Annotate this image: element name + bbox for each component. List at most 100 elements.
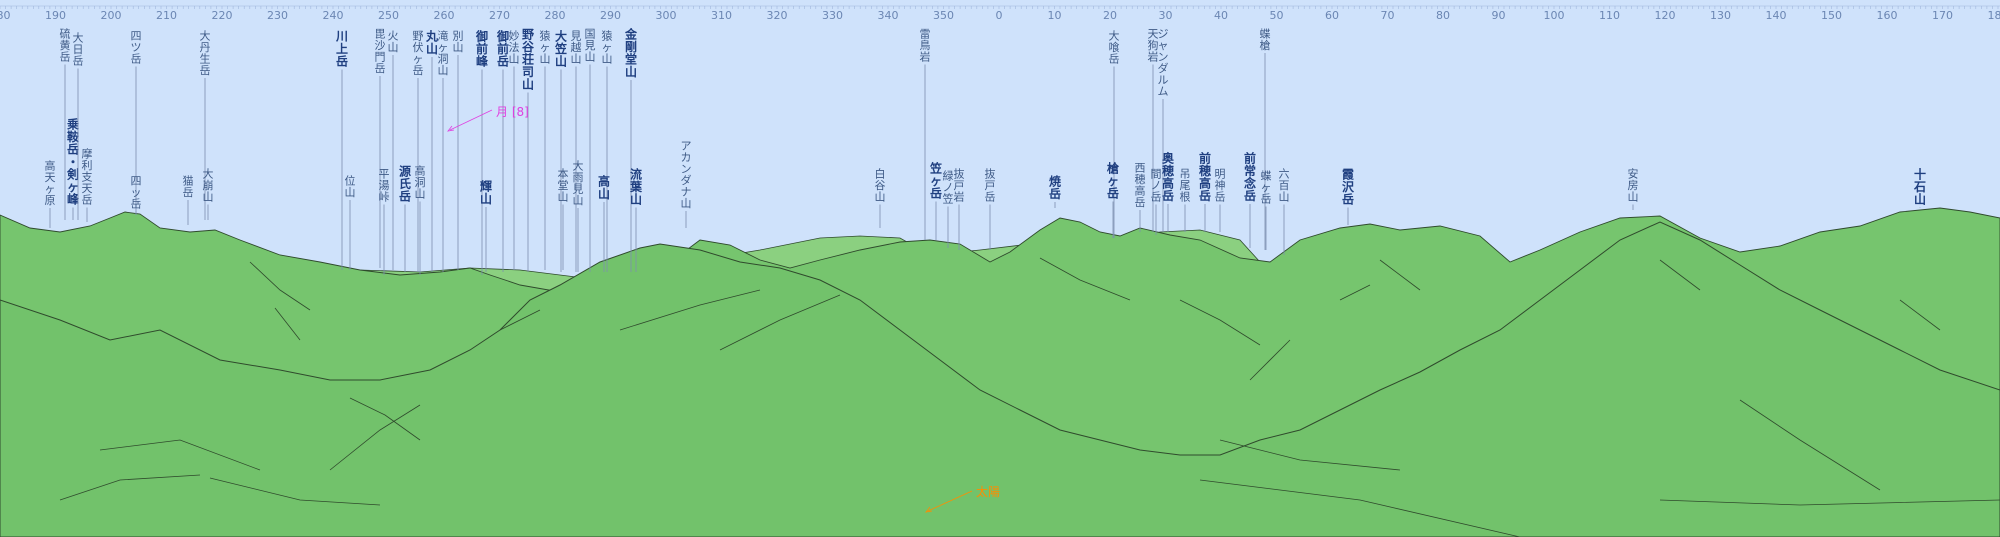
compass-tick-label: 280 xyxy=(545,9,566,22)
moon-marker: 月 [8] xyxy=(447,105,529,132)
compass-tick-label: 120 xyxy=(1655,9,1676,22)
compass-tick-label: 80 xyxy=(1436,9,1450,22)
peak-label: 高天ヶ原 xyxy=(45,159,56,208)
peak-label: 乗鞍岳・剣ヶ峰 xyxy=(66,118,80,207)
compass-tick-label: 330 xyxy=(822,9,843,22)
compass-tick-label: 50 xyxy=(1270,9,1284,22)
compass-tick-label: 290 xyxy=(600,9,621,22)
peak-label: 十石山 xyxy=(1913,167,1926,207)
peak-label: 天狗岩 xyxy=(1148,28,1159,64)
peak-label: 吊尾根 xyxy=(1180,168,1191,204)
compass-tick-label: 130 xyxy=(1710,9,1731,22)
compass-tick-label: 0 xyxy=(996,9,1003,22)
peak-label: 国見山 xyxy=(585,28,596,64)
compass-tick-label: 220 xyxy=(212,9,233,22)
peak-label: 見越山 xyxy=(571,30,582,66)
sun-label: 太陽 xyxy=(976,484,1000,499)
peak-label: 前常念岳 xyxy=(1244,151,1256,204)
peak-label: 霞沢岳 xyxy=(1342,168,1355,207)
compass-tick-label: 60 xyxy=(1325,9,1339,22)
peak-label: 笠ヶ岳 xyxy=(929,161,942,201)
compass-tick-label: 90 xyxy=(1492,9,1506,22)
peak-label: 大笠山 xyxy=(554,29,567,69)
peak-label: 前穂高岳 xyxy=(1199,151,1211,204)
peak-label: 大喰岳 xyxy=(1109,29,1120,66)
peak-label: 猿ヶ山 xyxy=(602,29,613,66)
peak-label: 火山 xyxy=(388,30,399,55)
peak-label: 明神岳 xyxy=(1215,168,1226,204)
compass-tick-label: 110 xyxy=(1599,9,1620,22)
peak-label: 金剛堂山 xyxy=(624,27,638,80)
compass-tick-label: 350 xyxy=(933,9,954,22)
peak-label: 高洞山 xyxy=(415,164,426,201)
peak-label: 西穂高岳 xyxy=(1135,162,1146,210)
moon-label: 月 [8] xyxy=(496,105,529,119)
peak-label: 四ツ岳 xyxy=(131,30,142,66)
ridge-detail-lines xyxy=(59,257,2000,537)
peak-label: 毘沙門岳 xyxy=(375,28,386,76)
peak-label: 蝶ヶ岳 xyxy=(1261,169,1272,206)
peak-label: 野谷荘司山 xyxy=(522,28,535,92)
peak-label: 平湯峠 xyxy=(379,168,390,204)
peak-label: 源氏岳 xyxy=(399,164,411,204)
compass-tick-label: 140 xyxy=(1766,9,1787,22)
terrain xyxy=(0,207,2000,537)
peak-label: ジャンダルム xyxy=(1158,28,1169,99)
peak-label: アカンダナ山 xyxy=(681,140,692,211)
peak-label: 安房山 xyxy=(1628,167,1639,204)
peak-label: 本堂山 xyxy=(558,167,569,204)
compass-tick-label: 180 xyxy=(1988,9,2000,22)
compass-tick-label: 300 xyxy=(656,9,677,22)
peak-label: 抜戸岳 xyxy=(985,167,996,204)
compass-tick-label: 260 xyxy=(434,9,455,22)
compass-tick-label: 10 xyxy=(1048,9,1062,22)
peak-label: 御前岳 xyxy=(496,29,509,69)
peak-label: 大丹生岳 xyxy=(200,29,211,78)
peak-label: 流葉山 xyxy=(629,167,643,207)
peak-label: 摩利支天岳 xyxy=(82,147,93,207)
peak-label: 硫黄岳 xyxy=(60,27,71,64)
peak-label: 焼岳 xyxy=(1049,174,1061,202)
compass-tick-label: 270 xyxy=(489,9,510,22)
peak-label: 輝山 xyxy=(480,179,492,207)
compass-tick-label: 190 xyxy=(45,9,66,22)
near-ridge xyxy=(0,221,2000,537)
peak-label: 別山 xyxy=(453,30,464,55)
peak-label: 雷鳥岩 xyxy=(920,28,931,64)
peak-label: 位山 xyxy=(345,174,356,200)
peak-label: 川上岳 xyxy=(335,30,348,69)
compass-tick-label: 320 xyxy=(767,9,788,22)
minor-ticks xyxy=(0,6,1999,9)
peak-label: 高山 xyxy=(598,174,610,202)
peak-label: 抜戸岩 xyxy=(954,167,965,204)
compass-tick-label: 20 xyxy=(1103,9,1117,22)
peak-label: 御前峰 xyxy=(475,29,489,69)
peak-label: 四ッ岳 xyxy=(131,175,142,211)
peak-label: 大雨見山 xyxy=(573,159,584,208)
compass-tick-label: 210 xyxy=(156,9,177,22)
peak-label: 大崩山 xyxy=(203,167,214,204)
compass-tick-label: 170 xyxy=(1932,9,1953,22)
peak-label: 妙法山 xyxy=(509,29,520,66)
compass-tick-label: 160 xyxy=(1877,9,1898,22)
compass-tick-label: 230 xyxy=(267,9,288,22)
peak-label: 野伏ヶ岳 xyxy=(413,30,424,78)
sun-marker: 太陽 xyxy=(925,484,1000,513)
compass-tick-label: 180 xyxy=(0,9,11,22)
peak-label: 六百山 xyxy=(1279,168,1290,204)
peak-label: 猫岳 xyxy=(183,175,194,200)
compass-tick-labels: 1801902002102202302402502602702802903003… xyxy=(0,9,2000,22)
compass-tick-label: 30 xyxy=(1159,9,1173,22)
peak-label: 滝ヶ洞山 xyxy=(438,30,449,78)
peak-label: 奥穂高岳 xyxy=(1162,151,1175,204)
compass-tick-label: 40 xyxy=(1214,9,1228,22)
peak-label: 緑ノ笠 xyxy=(943,169,954,206)
peak-label: 蝶槍 xyxy=(1260,27,1271,53)
compass-tick-label: 340 xyxy=(878,9,899,22)
peak-label: 大日岳 xyxy=(73,31,84,68)
peak-label: 猿ヶ山 xyxy=(540,29,551,66)
compass-scale: 1801902002102202302402502602702802903003… xyxy=(0,5,2000,22)
peak-label: 間ノ岳 xyxy=(1151,168,1162,204)
